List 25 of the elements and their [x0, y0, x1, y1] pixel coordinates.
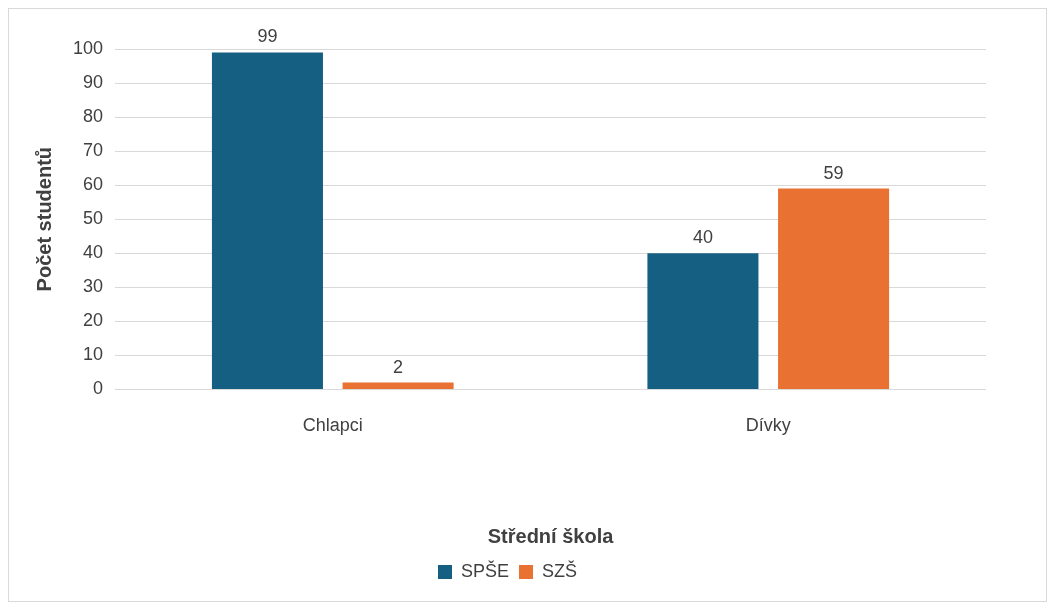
x-tick-label: Chlapci [302, 415, 363, 436]
y-tick-label: 10 [83, 344, 104, 365]
y-tick-label: 60 [83, 174, 104, 195]
data-label: 59 [823, 162, 844, 183]
legend-label: SPŠE [460, 559, 510, 581]
data-label: 2 [393, 356, 404, 377]
x-axis-title: Střední škola [487, 524, 615, 547]
x-tick-label: Dívky [745, 415, 791, 436]
y-tick-label: 100 [72, 37, 104, 58]
y-tick-label: 0 [93, 378, 104, 399]
y-tick-label: 70 [83, 140, 104, 161]
bar [647, 253, 759, 389]
y-axis-title: Počet studentů [32, 146, 55, 292]
y-tick-label: 50 [83, 208, 104, 229]
bar [778, 188, 890, 389]
y-tick-label: 20 [83, 310, 104, 331]
bar [342, 382, 454, 389]
y-tick-label: 30 [83, 276, 104, 297]
y-tick-label: 90 [83, 72, 104, 93]
bar [211, 52, 323, 389]
data-label: 40 [692, 227, 713, 248]
y-tick-label: 80 [83, 106, 104, 127]
y-tick-label: 40 [83, 242, 104, 263]
legend-label: SZŠ [542, 559, 578, 581]
data-label: 99 [257, 26, 278, 47]
